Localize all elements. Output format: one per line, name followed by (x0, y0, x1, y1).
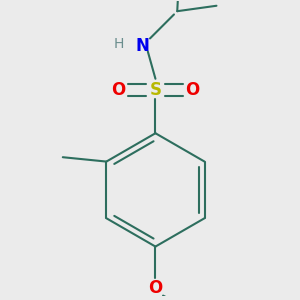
Text: N: N (135, 37, 149, 55)
Text: O: O (185, 81, 200, 99)
Text: O: O (111, 81, 125, 99)
Text: S: S (149, 81, 161, 99)
Text: O: O (148, 279, 163, 297)
Text: H: H (113, 37, 124, 51)
